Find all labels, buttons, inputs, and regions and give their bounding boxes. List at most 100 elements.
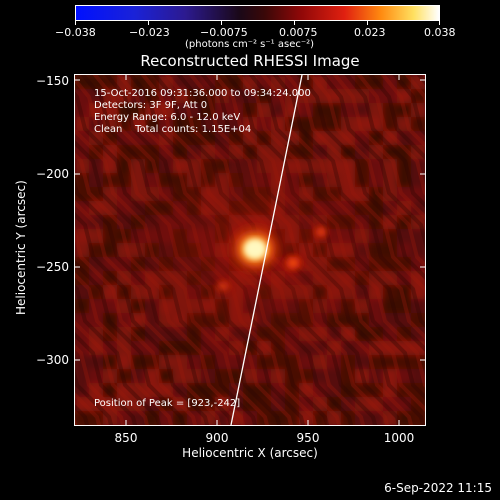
image-pixel-block — [397, 103, 412, 118]
image-streak — [380, 75, 425, 148]
image-pixel-block — [89, 103, 104, 118]
image-pixel-block — [313, 397, 328, 412]
image-pixel-block — [299, 369, 314, 384]
image-pixel-block — [173, 355, 188, 370]
image-pixel-block — [215, 117, 230, 132]
image-pixel-block — [341, 355, 356, 370]
image-pixel-block — [131, 131, 146, 146]
image-pixel-block — [103, 131, 118, 146]
colorbar-tick-label: 0.0075 — [279, 26, 318, 39]
image-pixel-block — [201, 75, 216, 90]
image-pixel-block — [411, 145, 425, 160]
colorbar-tick-label: −0.023 — [129, 26, 170, 39]
image-pixel-block — [411, 257, 425, 272]
image-pixel-block — [159, 75, 174, 90]
image-pixel-block — [75, 383, 90, 398]
image-streak — [75, 200, 222, 425]
image-pixel-block — [117, 397, 132, 412]
image-pixel-block — [103, 117, 118, 132]
image-pixel-block — [89, 215, 104, 230]
image-pixel-block — [397, 341, 412, 356]
image-pixel-block — [355, 341, 370, 356]
image-pixel-block — [159, 411, 174, 425]
image-pixel-block — [103, 103, 118, 118]
image-pixel-block — [229, 397, 244, 412]
image-pixel-block — [75, 131, 90, 146]
image-pixel-block — [201, 117, 216, 132]
image-pixel-block — [75, 411, 90, 425]
image-pixel-block — [271, 103, 286, 118]
image-pixel-block — [271, 369, 286, 384]
image-pixel-block — [89, 257, 104, 272]
image-pixel-block — [397, 369, 412, 384]
image-pixel-block — [313, 89, 328, 104]
image-pixel-block — [201, 383, 216, 398]
image-pixel-block — [327, 131, 342, 146]
image-streak — [392, 75, 425, 136]
image-streak — [75, 224, 198, 425]
image-pixel-block — [257, 383, 272, 398]
image-pixel-block — [355, 369, 370, 384]
image-pixel-block — [117, 103, 132, 118]
colorbar-tick — [148, 20, 149, 25]
image-pixel-block — [75, 117, 90, 132]
image-pixel-block — [383, 383, 398, 398]
image-pixel-block — [299, 89, 314, 104]
image-pixel-block — [215, 89, 230, 104]
image-pixel-block — [75, 229, 90, 244]
detectors-annotation: Detectors: 3F 9F, Att 0 — [94, 100, 208, 111]
y-tick-label: −250 — [36, 260, 69, 274]
image-pixel-block — [369, 341, 384, 356]
image-pixel-block — [327, 103, 342, 118]
image-pixel-block — [355, 411, 370, 425]
colorbar-tick — [75, 20, 76, 25]
image-pixel-block — [75, 103, 90, 118]
image-pixel-block — [369, 159, 384, 174]
image-pixel-block — [75, 215, 90, 230]
image-pixel-block — [299, 397, 314, 412]
image-pixel-block — [369, 131, 384, 146]
image-pixel-block — [215, 103, 230, 118]
image-pixel-block — [397, 173, 412, 188]
image-pixel-block — [131, 159, 146, 174]
image-pixel-block — [397, 131, 412, 146]
image-pixel-block — [313, 103, 328, 118]
y-tick-label: −150 — [36, 74, 69, 88]
image-pixel-block — [89, 397, 104, 412]
image-pixel-block — [103, 327, 118, 342]
image-pixel-block — [341, 397, 356, 412]
image-pixel-block — [285, 75, 300, 90]
image-pixel-block — [383, 89, 398, 104]
image-pixel-block — [75, 299, 90, 314]
image-pixel-block — [383, 397, 398, 412]
image-streak — [75, 260, 186, 425]
image-pixel-block — [145, 145, 160, 160]
image-pixel-block — [201, 103, 216, 118]
image-pixel-block — [187, 397, 202, 412]
image-pixel-block — [145, 369, 160, 384]
image-pixel-block — [103, 411, 118, 425]
image-pixel-block — [159, 89, 174, 104]
image-pixel-block — [341, 117, 356, 132]
image-pixel-block — [75, 173, 90, 188]
image-pixel-block — [103, 397, 118, 412]
image-pixel-block — [75, 341, 90, 356]
image-pixel-block — [89, 369, 104, 384]
image-pixel-block — [313, 383, 328, 398]
image-pixel-block — [369, 369, 384, 384]
image-pixel-block — [369, 103, 384, 118]
image-pixel-block — [271, 411, 286, 425]
image-pixel-block — [145, 89, 160, 104]
image-pixel-block — [355, 117, 370, 132]
image-pixel-block — [89, 313, 104, 328]
image-pixel-block — [397, 75, 412, 90]
image-pixel-block — [117, 327, 132, 342]
image-pixel-block — [103, 173, 118, 188]
secondary-source — [281, 252, 305, 274]
image-pixel-block — [117, 131, 132, 146]
image-pixel-block — [89, 299, 104, 314]
image-pixel-block — [229, 383, 244, 398]
image-pixel-block — [369, 411, 384, 425]
y-axis-label: Heliocentric Y (arcsec) — [14, 180, 28, 315]
image-pixel-block — [75, 313, 90, 328]
